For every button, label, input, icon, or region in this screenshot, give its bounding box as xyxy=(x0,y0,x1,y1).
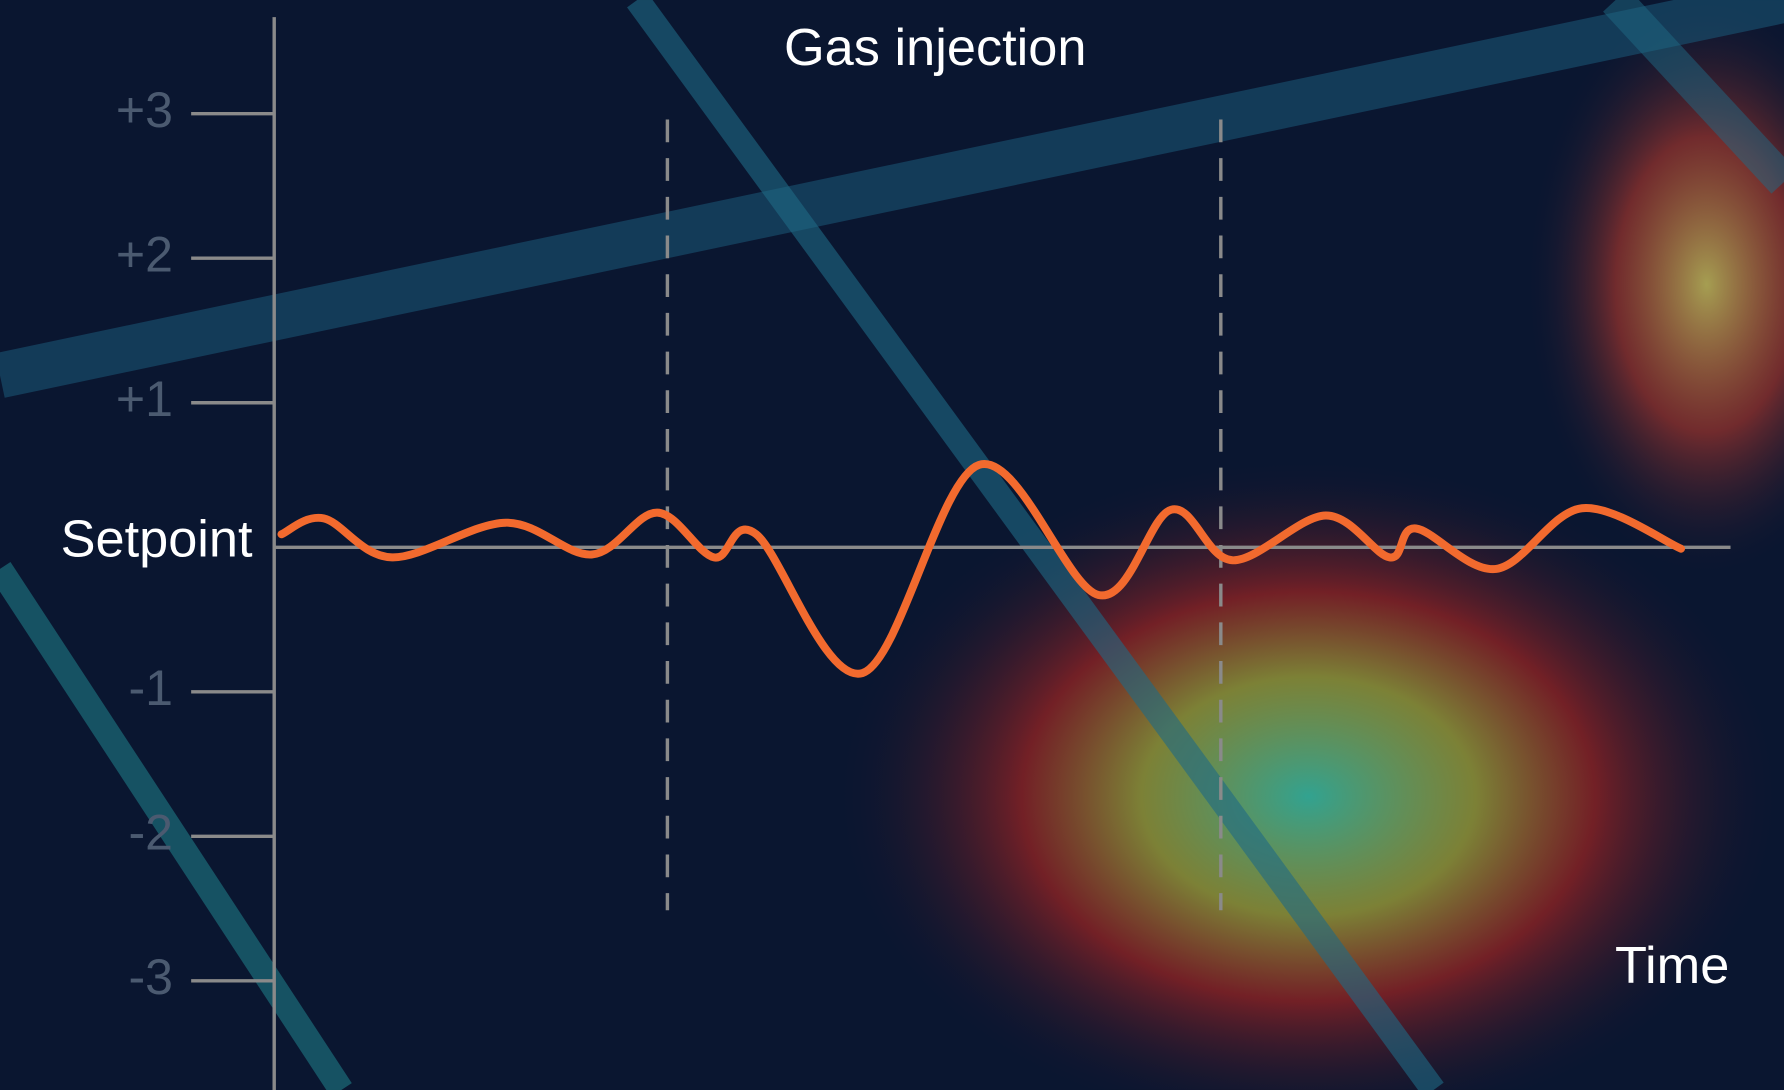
data-line xyxy=(277,460,1685,678)
y-tick-label: +2 xyxy=(116,226,173,282)
y-tick-label: -3 xyxy=(128,949,173,1005)
y-tick-label: -1 xyxy=(128,660,173,716)
y-tick-label: -2 xyxy=(128,805,173,861)
y-tick-label: +3 xyxy=(116,82,173,138)
setpoint-label: Setpoint xyxy=(61,511,253,569)
chart-title: Gas injection xyxy=(784,19,1087,77)
y-tick-label: +1 xyxy=(116,371,173,427)
x-axis-label: Time xyxy=(1615,937,1729,995)
